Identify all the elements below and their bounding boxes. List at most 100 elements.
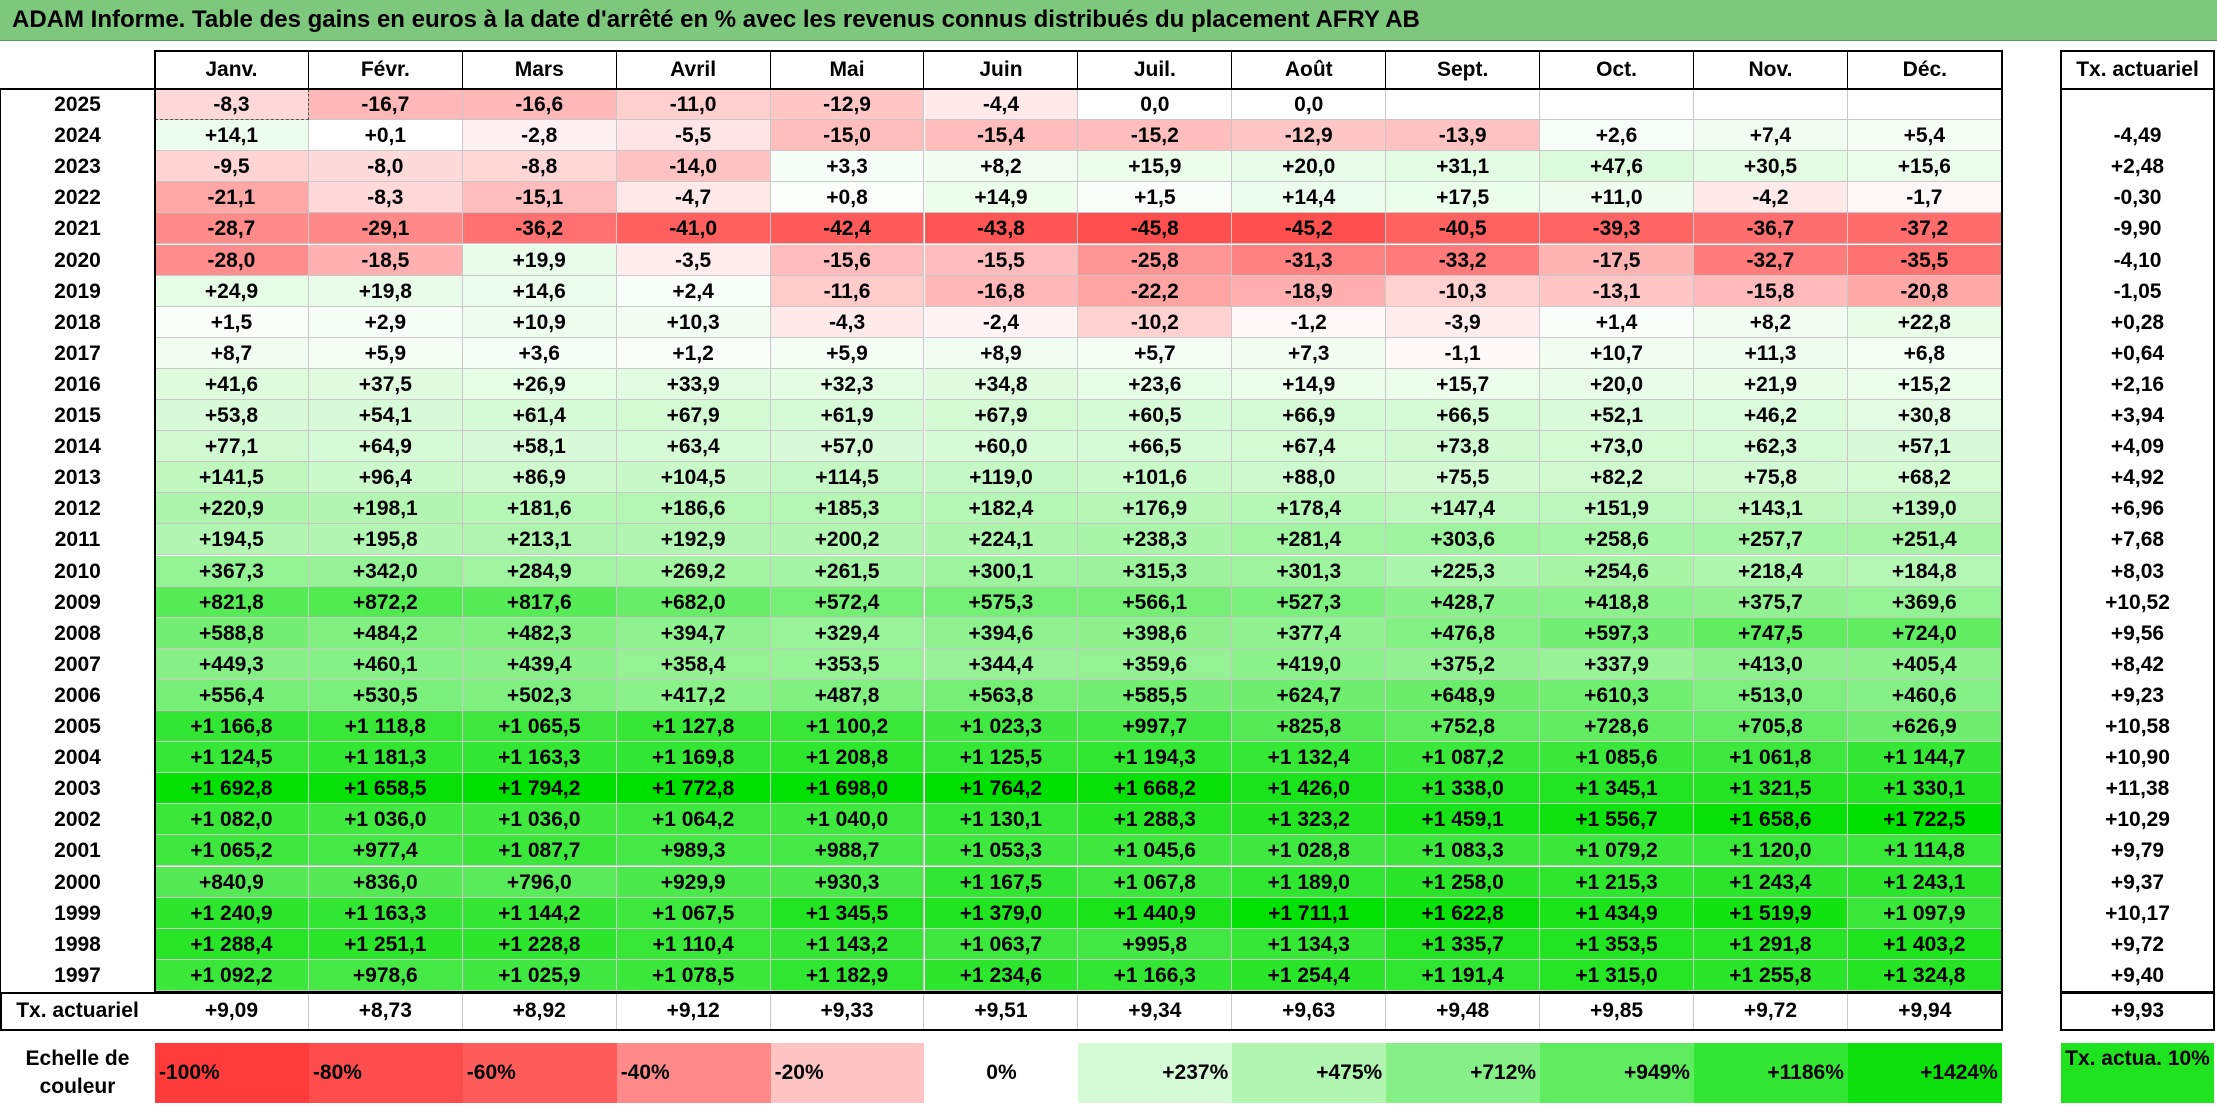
- gain-cell: +1 622,8: [1386, 897, 1541, 929]
- gain-cell: +5,7: [1078, 337, 1233, 369]
- gain-cell: +428,7: [1386, 586, 1541, 618]
- month-header: Août: [1232, 51, 1387, 89]
- tx-actuariel-value: +10,90: [2105, 746, 2170, 770]
- gain-cell: +367,3: [155, 555, 309, 587]
- gain-cell: -12,9: [1232, 120, 1387, 152]
- gain-cell: +1 065,5: [462, 711, 617, 743]
- footer-tx-value: +9,93: [2110, 998, 2165, 1022]
- gain-cell: 0,0: [1078, 89, 1233, 121]
- gain-cell: +194,5: [155, 524, 309, 556]
- gain-cell: +257,7: [1694, 524, 1848, 556]
- tx-actuariel-value: -9,90: [2113, 217, 2162, 241]
- gain-cell: -17,5: [1540, 244, 1694, 276]
- gain-cell: +1 692,8: [155, 773, 309, 805]
- gain-cell: +1 764,2: [924, 773, 1079, 805]
- gain-cell: +0,1: [308, 120, 463, 152]
- gain-cell: +375,7: [1694, 586, 1848, 618]
- year-label: 2010: [54, 559, 101, 583]
- gain-cell: +182,4: [924, 493, 1079, 525]
- gain-cell: +86,9: [462, 462, 617, 494]
- month-header: Juil.: [1078, 51, 1233, 89]
- gain-cell: +73,8: [1386, 431, 1541, 463]
- gain-cell: +375,2: [1386, 648, 1541, 680]
- gain-cell: +353,5: [770, 648, 925, 680]
- gain-cell: +33,9: [616, 368, 771, 400]
- tx-actuariel-value: +0,28: [2110, 310, 2165, 334]
- gain-cell: +1 127,8: [616, 711, 771, 743]
- footer-value: +9,94: [1898, 998, 1952, 1022]
- gain-cell: +484,2: [308, 617, 463, 649]
- gain-cell: +195,8: [308, 524, 463, 556]
- gain-cell: +825,8: [1232, 711, 1387, 743]
- tx-actuariel-value: +3,94: [2110, 404, 2165, 427]
- gain-cell: +796,0: [462, 866, 617, 898]
- year-label: 2017: [54, 341, 101, 365]
- gain-cell: +2,6: [1540, 120, 1694, 152]
- gain-cell: +997,7: [1078, 711, 1233, 743]
- gain-cell: +989,3: [616, 835, 771, 867]
- color-scale-swatch: +237%: [1078, 1043, 1233, 1103]
- gain-cell: +186,6: [616, 493, 771, 525]
- gain-cell: -15,6: [770, 244, 925, 276]
- gain-cell: +1 194,3: [1078, 742, 1233, 774]
- gain-cell: +11,0: [1540, 182, 1694, 214]
- year-label: 2018: [54, 310, 101, 334]
- gain-cell: +418,8: [1540, 586, 1694, 618]
- year-label: 2020: [54, 248, 101, 272]
- gain-cell: +1 330,1: [1847, 773, 2002, 805]
- color-scale-swatch: -60%: [462, 1043, 617, 1103]
- gain-cell: +840,9: [155, 866, 309, 898]
- gain-cell: +1 251,1: [308, 928, 463, 960]
- gain-cell: +3,6: [462, 337, 617, 369]
- tx-actuariel-value: +8,03: [2110, 559, 2165, 583]
- month-header: Févr.: [309, 51, 463, 89]
- gain-cell: +626,9: [1847, 711, 2002, 743]
- gain-cell: -45,8: [1078, 213, 1233, 245]
- gain-cell: +119,0: [924, 462, 1079, 494]
- gain-cell: +300,1: [924, 555, 1079, 587]
- gain-cell: +96,4: [308, 462, 463, 494]
- gain-cell: +1 338,0: [1386, 773, 1541, 805]
- year-label: 2006: [54, 683, 101, 707]
- gain-cell: [1386, 89, 1541, 121]
- tx-actuariel-value: +9,79: [2110, 839, 2165, 863]
- gain-cell: +1 254,4: [1232, 959, 1387, 991]
- tx-actuariel-value: +9,23: [2110, 683, 2165, 707]
- year-label: 2014: [54, 435, 101, 459]
- gain-cell: +1 078,5: [616, 959, 771, 991]
- gain-cell: +1 191,4: [1386, 959, 1541, 991]
- year-label: 1998: [54, 932, 101, 956]
- gain-cell: -29,1: [308, 213, 463, 245]
- gain-cell: +527,3: [1232, 586, 1387, 618]
- header-underline: [0, 88, 2002, 90]
- gain-cell: +337,9: [1540, 648, 1694, 680]
- gain-cell: +513,0: [1694, 679, 1848, 711]
- gain-cell: +141,5: [155, 462, 309, 494]
- gain-cell: +77,1: [155, 431, 309, 463]
- year-label: 2001: [54, 839, 101, 863]
- gain-cell: +1 085,6: [1540, 742, 1694, 774]
- gain-cell: +1 144,2: [462, 897, 617, 929]
- gain-cell: +176,9: [1078, 493, 1233, 525]
- gain-cell: -43,8: [924, 213, 1079, 245]
- gain-cell: +1 130,1: [924, 804, 1079, 836]
- gain-cell: +487,8: [770, 679, 925, 711]
- gain-cell: +1 519,9: [1694, 897, 1848, 929]
- gain-cell: +14,9: [1232, 368, 1387, 400]
- gain-cell: +75,8: [1694, 462, 1848, 494]
- gain-cell: +66,9: [1232, 400, 1387, 432]
- tx-actuariel-value: +9,37: [2110, 870, 2165, 894]
- gain-cell: +220,9: [155, 493, 309, 525]
- gain-cell: +872,2: [308, 586, 463, 618]
- year-label: 2022: [54, 186, 101, 210]
- gain-cell: -9,5: [155, 151, 309, 183]
- gain-cell: +30,8: [1847, 400, 2002, 432]
- year-label: 2008: [54, 621, 101, 645]
- tx-header-underline: [2061, 88, 2214, 90]
- gain-cell: +1 181,3: [308, 742, 463, 774]
- gain-cell: +139,0: [1847, 493, 2002, 525]
- gain-cell: -36,2: [462, 213, 617, 245]
- gain-cell: +57,0: [770, 431, 925, 463]
- footer-value: +9,09: [155, 992, 309, 1029]
- footer-value: +9,63: [1232, 992, 1387, 1029]
